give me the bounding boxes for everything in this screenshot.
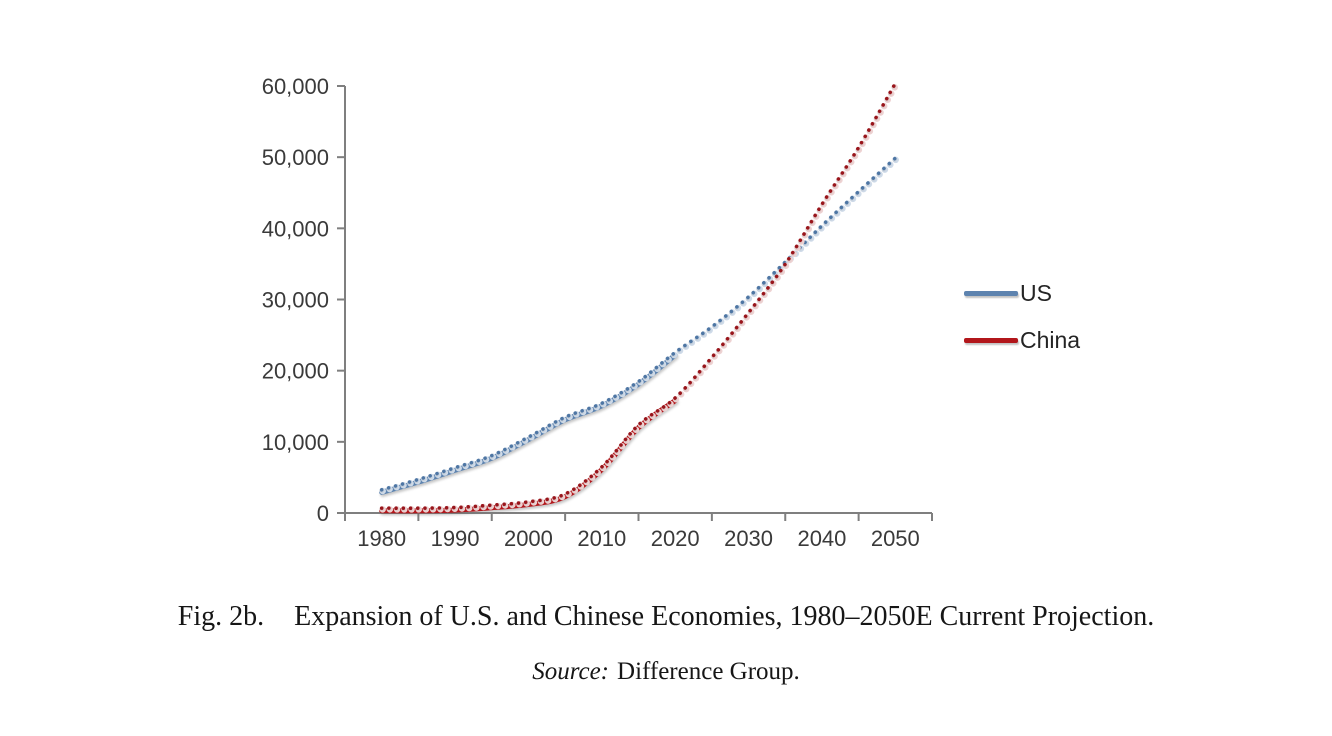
us-projection-halo xyxy=(379,156,900,495)
source-label: Source: xyxy=(532,658,610,685)
us-line-swatch xyxy=(964,290,1018,296)
figure-number: Fig. 2b. xyxy=(177,601,265,632)
caption-text: Expansion of U.S. and Chinese Economies,… xyxy=(294,601,1155,632)
china-line-swatch xyxy=(964,337,1018,343)
y-tick-label: 20,000 xyxy=(262,359,329,384)
us-projection-line xyxy=(379,156,898,492)
legend-label-us: US xyxy=(1020,280,1052,306)
x-tick-label: 2010 xyxy=(577,526,626,551)
legend-item-china: China xyxy=(964,327,1080,353)
legend-label-china: China xyxy=(1020,327,1081,353)
x-tick-label: 2030 xyxy=(724,526,773,551)
figure-caption: Fig. 2b. Expansion of U.S. and Chinese Ec… xyxy=(0,600,1332,634)
source-text: Difference Group. xyxy=(617,658,800,685)
x-tick-label: 2050 xyxy=(871,526,920,551)
y-tick-label: 50,000 xyxy=(262,145,329,170)
y-tick-label: 40,000 xyxy=(262,216,329,241)
x-tick-label: 1980 xyxy=(357,526,406,551)
china-actual-line xyxy=(379,398,678,514)
china-projection-halo xyxy=(379,81,900,513)
x-tick-label: 2000 xyxy=(504,526,553,551)
y-tick-label: 60,000 xyxy=(262,74,329,99)
y-tick-label: 0 xyxy=(317,501,329,526)
x-tick-label: 2020 xyxy=(651,526,700,551)
x-tick-label: 1990 xyxy=(431,526,480,551)
us-actual-line xyxy=(379,352,678,495)
x-tick-label: 2040 xyxy=(797,526,846,551)
y-tick-label: 30,000 xyxy=(262,288,329,313)
y-tick-label: 10,000 xyxy=(262,430,329,455)
figure-source: Source: Difference Group. xyxy=(0,657,1332,687)
legend-item-us: US xyxy=(964,280,1052,306)
china-projection-line xyxy=(379,81,898,511)
